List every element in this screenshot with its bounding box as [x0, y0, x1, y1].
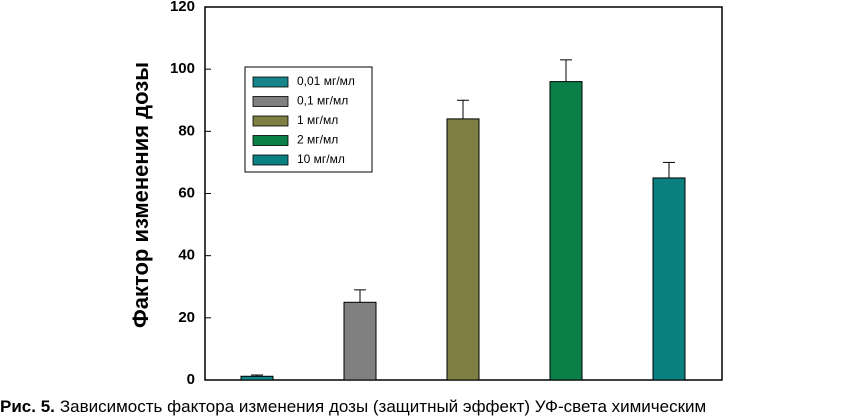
y-tick-label: 60	[178, 184, 195, 201]
legend-swatch	[252, 135, 289, 146]
legend-swatch	[252, 115, 289, 127]
y-tick-label: 100	[170, 60, 195, 77]
y-tick-label: 20	[178, 309, 195, 326]
legend-swatch	[252, 154, 289, 166]
y-tick-label: 120	[170, 0, 195, 15]
legend-label: 0,01 мг/мл	[297, 74, 355, 88]
caption-text: Зависимость фактора изменения дозы (защи…	[60, 397, 706, 416]
y-tick-label: 0	[187, 371, 195, 388]
legend-label: 2 мг/мл	[297, 133, 338, 147]
caption: Рис. 5. Зависимость фактора изменения доз…	[0, 397, 706, 416]
caption-label: Рис. 5.	[0, 397, 55, 416]
y-tick-label: 40	[178, 247, 195, 264]
y-tick-label: 80	[178, 122, 195, 139]
legend-swatch	[252, 96, 289, 107]
legend-label: 1 мг/мл	[297, 113, 338, 127]
bar	[549, 81, 583, 381]
bar	[343, 301, 377, 381]
bar	[240, 375, 274, 381]
bar	[652, 177, 686, 381]
bar	[446, 118, 480, 381]
legend-swatch	[252, 76, 289, 88]
y-axis-label: Фактор изменения дозы	[128, 62, 153, 328]
legend-label: 0,1 мг/мл	[297, 94, 348, 108]
legend-label: 10 мг/мл	[297, 152, 345, 166]
